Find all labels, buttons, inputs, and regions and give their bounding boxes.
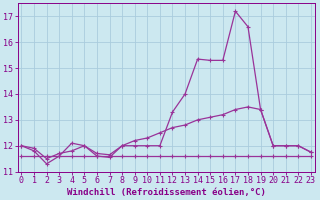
X-axis label: Windchill (Refroidissement éolien,°C): Windchill (Refroidissement éolien,°C)	[67, 188, 266, 197]
